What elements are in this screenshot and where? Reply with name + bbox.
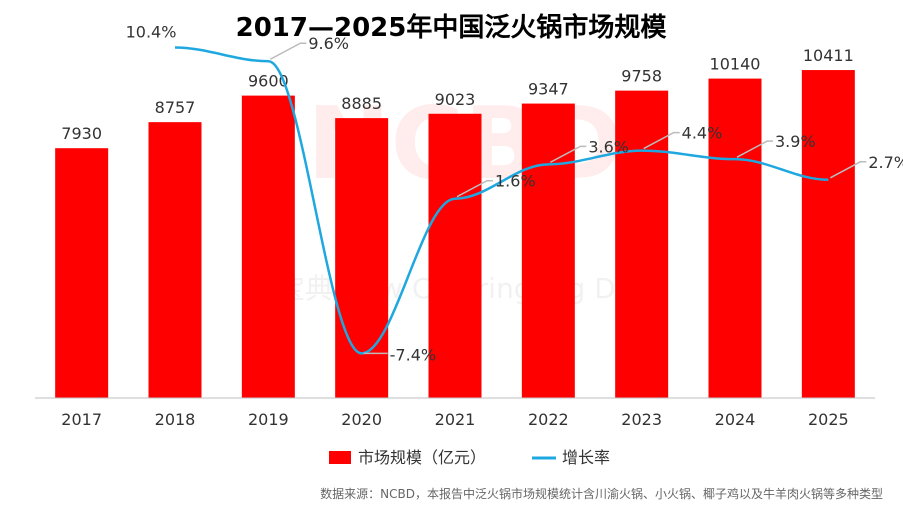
legend: 市场规模（亿元） 增长率: [329, 448, 610, 467]
bar-2020: [335, 118, 389, 398]
growth-label-2023: 4.4%: [682, 124, 723, 143]
x-tick-2024: 2024: [715, 410, 756, 429]
growth-label-2021: 1.6%: [495, 172, 536, 191]
bar-value-label-2025: 10411: [803, 46, 854, 65]
bar-value-label-2019: 9600: [248, 72, 289, 91]
bar-value-labels: 7930 8757 9600 8885 9023 9347 9758 10140 10411: [61, 46, 853, 143]
source-note: 数据来源：NCBD，本报告中泛火锅市场规模统计含川渝火锅、小火锅、椰子鸡以及牛羊…: [320, 486, 883, 501]
bar-2019: [241, 95, 295, 398]
bar-2018: [148, 122, 202, 398]
growth-label-2025: 2.7%: [868, 153, 903, 172]
x-tick-2023: 2023: [621, 410, 662, 429]
bar-value-label-2024: 10140: [710, 55, 761, 74]
growth-leader-2022: [549, 145, 587, 163]
bar-2025: [801, 70, 855, 398]
x-tick-labels: 2017 2018 2019 2020 2021 2022 2023 2024 2025: [61, 410, 848, 429]
growth-leader-2025: [829, 161, 867, 179]
growth-leader-2019: [269, 42, 307, 60]
growth-leader-2024: [736, 140, 773, 158]
legend-label-growth-rate: 增长率: [562, 448, 610, 467]
x-tick-2018: 2018: [155, 410, 196, 429]
growth-label-2020: -7.4%: [390, 345, 436, 364]
bar-value-label-2017: 7930: [61, 124, 102, 143]
growth-line-series: 10.4% 9.6% -7.4% 1.6% 3.6% 4.4% 3.9% 2.7%: [126, 22, 903, 364]
chart-title: 2017—2025年中国泛火锅市场规模: [236, 12, 668, 43]
legend-label-market-size: 市场规模（亿元）: [358, 448, 486, 467]
x-tick-2017: 2017: [61, 410, 102, 429]
growth-leader-2023: [643, 131, 680, 150]
bar-2022: [521, 103, 575, 398]
bar-2021: [428, 113, 482, 398]
x-tick-2025: 2025: [808, 410, 849, 429]
growth-label-2024: 3.9%: [775, 132, 816, 151]
x-tick-2022: 2022: [528, 410, 569, 429]
growth-label-2018: 10.4%: [126, 22, 177, 41]
x-tick-2021: 2021: [435, 410, 476, 429]
x-tick-2019: 2019: [248, 410, 289, 429]
bar-value-label-2022: 9347: [528, 80, 569, 99]
bar-series: [55, 70, 855, 399]
growth-label-2022: 3.6%: [588, 137, 629, 156]
bar-2017: [55, 148, 109, 398]
bar-value-label-2021: 9023: [435, 90, 476, 109]
bar-value-label-2023: 9758: [621, 67, 662, 86]
growth-leader-2021: [456, 179, 493, 198]
x-tick-2020: 2020: [341, 410, 382, 429]
bar-value-label-2020: 8885: [341, 94, 382, 113]
legend-swatch-market-size: [329, 451, 351, 464]
bar-2023: [615, 90, 669, 399]
growth-line: [174, 46, 829, 355]
bar-2024: [708, 78, 762, 398]
bar-value-label-2018: 8757: [155, 98, 196, 117]
growth-label-2019: 9.6%: [308, 34, 349, 53]
